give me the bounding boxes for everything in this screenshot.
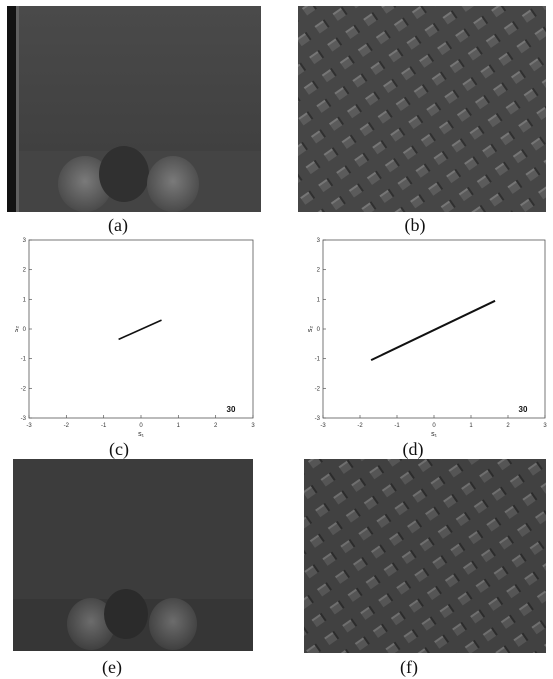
photo-e-image — [13, 459, 253, 651]
x-tick-label: 1 — [177, 423, 181, 429]
x-tick-label: 3 — [543, 423, 547, 429]
plot-d: -3 -2 -1 0 1 2 3 -3 -2 -1 0 1 2 3 s₁ s₂ 30 — [303, 232, 553, 450]
x-tick-label: 3 — [251, 423, 255, 429]
y-axis-label: s₂ — [307, 326, 314, 333]
caption-f: (f) — [400, 657, 418, 677]
y-tick-label: 0 — [317, 327, 321, 333]
y-tick-label: -3 — [315, 416, 321, 422]
y-tick-label: -3 — [21, 416, 27, 422]
plot-d-svg: -3 -2 -1 0 1 2 3 -3 -2 -1 0 1 2 3 s₁ s₂ 30 — [307, 238, 547, 438]
plot-annotation: 30 — [519, 405, 528, 414]
x-axis-label: s₁ — [138, 431, 145, 438]
photo-a — [7, 6, 261, 212]
x-tick-label: 2 — [506, 423, 510, 429]
x-axis-label: s₁ — [431, 431, 438, 438]
photo-e — [13, 459, 253, 651]
data-line — [118, 319, 162, 341]
x-tick-label: -1 — [101, 423, 107, 429]
photo-f — [304, 459, 546, 653]
y-tick-label: -1 — [21, 357, 27, 363]
y-tick-label: 2 — [317, 268, 321, 274]
x-tick-label: 0 — [432, 423, 436, 429]
y-tick-label: 2 — [23, 268, 27, 274]
photo-b-image — [298, 6, 546, 212]
y-tick-label: 3 — [23, 238, 27, 244]
x-tick-label: 0 — [139, 423, 143, 429]
x-tick-label: 1 — [469, 423, 473, 429]
x-tick-label: -2 — [64, 423, 70, 429]
photo-b — [298, 6, 546, 212]
plot-annotation: 30 — [227, 405, 236, 414]
caption-d: (d) — [402, 439, 424, 459]
caption-e: (e) — [102, 657, 122, 677]
y-tick-label: 1 — [23, 297, 27, 303]
y-tick-label: -1 — [315, 357, 321, 363]
x-tick-label: -3 — [320, 423, 326, 429]
plot-c-svg: -3 -2 -1 0 1 2 3 -3 -2 -1 0 1 2 3 s₁ s₂ 30 — [13, 238, 255, 438]
photo-f-image — [304, 459, 546, 653]
caption-a: (a) — [108, 215, 128, 235]
photo-a-image — [7, 6, 261, 212]
caption-c: (c) — [109, 439, 129, 459]
y-tick-label: -2 — [315, 386, 321, 392]
x-tick-label: -1 — [394, 423, 400, 429]
plot-c: -3 -2 -1 0 1 2 3 -3 -2 -1 0 1 2 3 s₁ s₂ 30 — [13, 232, 265, 450]
x-tick-label: -3 — [26, 423, 32, 429]
y-tick-label: 1 — [317, 297, 321, 303]
y-tick-label: -2 — [21, 386, 27, 392]
x-tick-label: 2 — [214, 423, 218, 429]
y-tick-label: 3 — [317, 238, 321, 244]
caption-b: (b) — [404, 215, 426, 235]
y-axis-label: s₂ — [15, 326, 20, 333]
y-tick-label: 0 — [23, 327, 27, 333]
x-tick-label: -2 — [357, 423, 363, 429]
data-line — [370, 299, 496, 362]
